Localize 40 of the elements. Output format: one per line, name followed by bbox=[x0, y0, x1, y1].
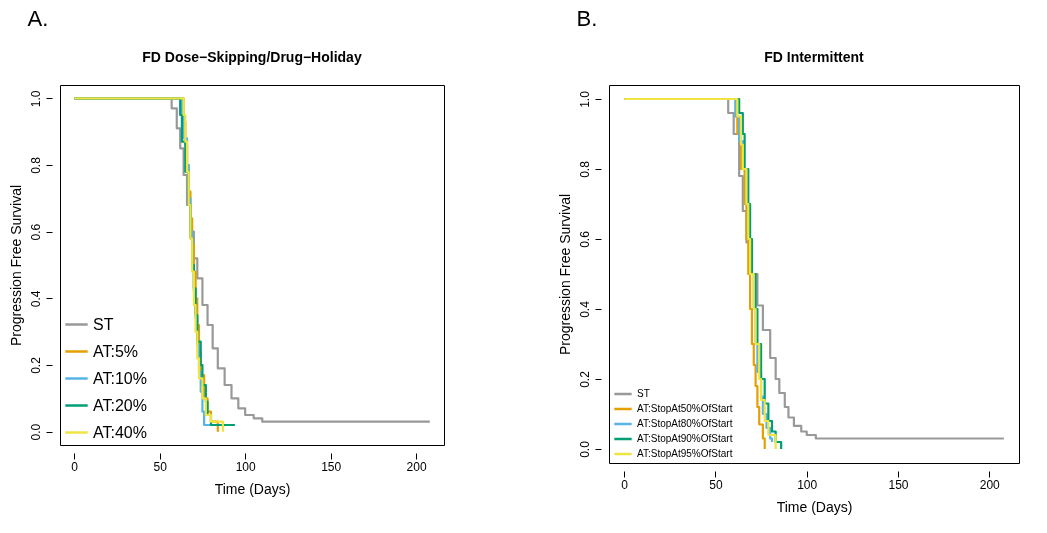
x-tick-label: 0 bbox=[621, 477, 629, 492]
y-tick-label: 0.8 bbox=[577, 160, 592, 178]
y-tick-label: 0.6 bbox=[28, 223, 43, 241]
x-tick-label: 50 bbox=[153, 459, 168, 474]
chart-title: FD Dose−Skipping/Drug−Holiday bbox=[142, 49, 362, 65]
y-tick-label: 1.0 bbox=[577, 90, 592, 108]
x-tick-label: 100 bbox=[235, 459, 256, 474]
y-axis-title: Progression Free Survival bbox=[7, 184, 24, 347]
legend-label: AT:40% bbox=[93, 423, 147, 441]
y-tick-label: 0.8 bbox=[28, 156, 43, 174]
x-tick-label: 0 bbox=[71, 459, 79, 474]
x-axis-title: Time (Days) bbox=[776, 498, 853, 515]
y-tick-label: 0.4 bbox=[28, 290, 43, 308]
legend-label: AT:StopAt50%OfStart bbox=[637, 403, 733, 414]
y-tick-label: 1.0 bbox=[28, 90, 43, 108]
legend-label: AT:5% bbox=[93, 342, 139, 360]
y-tick-label: 0.6 bbox=[577, 230, 592, 248]
text: A. bbox=[27, 6, 49, 32]
y-tick-label: 0.0 bbox=[577, 440, 592, 458]
y-tick-label: 0.2 bbox=[28, 356, 43, 374]
x-tick-label: 150 bbox=[321, 459, 342, 474]
y-tick-label: 0.2 bbox=[577, 370, 592, 388]
legend-label: AT:20% bbox=[93, 396, 147, 414]
legend-label: AT:StopAt90%OfStart bbox=[637, 433, 733, 444]
legend-label: ST bbox=[637, 388, 650, 399]
text: B. bbox=[576, 6, 598, 32]
x-tick-label: 100 bbox=[797, 477, 818, 492]
y-tick-label: 0.0 bbox=[28, 423, 43, 441]
x-tick-label: 150 bbox=[888, 477, 909, 492]
legend-label: ST bbox=[93, 315, 114, 333]
x-tick-label: 200 bbox=[979, 477, 1001, 492]
legend-label: AT:StopAt95%OfStart bbox=[637, 448, 733, 459]
chart-title: FD Intermittent bbox=[764, 49, 865, 65]
legend-label: AT:10% bbox=[93, 369, 147, 387]
legend-label: AT:StopAt80%OfStart bbox=[637, 418, 733, 429]
y-axis-title: Progression Free Survival bbox=[556, 193, 573, 356]
y-tick-label: 0.4 bbox=[577, 300, 592, 318]
x-tick-label: 200 bbox=[406, 459, 427, 474]
x-axis-title: Time (Days) bbox=[214, 480, 291, 497]
x-tick-label: 50 bbox=[709, 477, 723, 492]
